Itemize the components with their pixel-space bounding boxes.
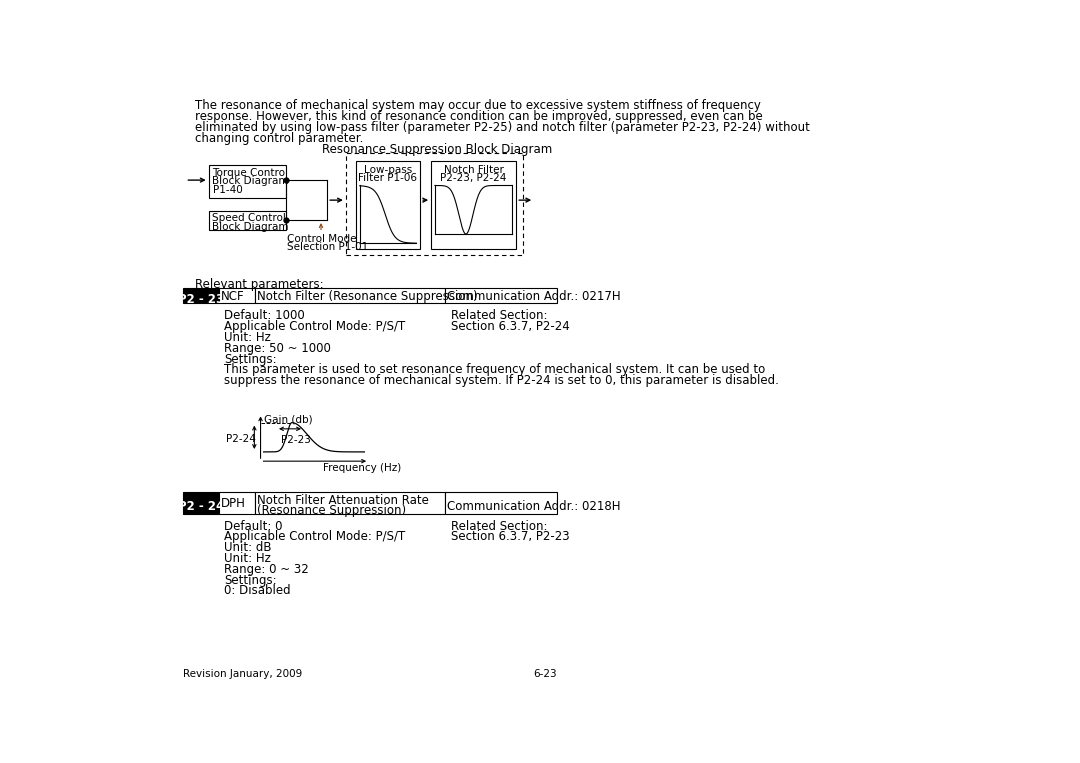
Bar [445, 492, 557, 513]
Text: eliminated by using low-pass filter (parameter P2-25) and notch filter (paramete: eliminated by using low-pass filter (par… [195, 121, 810, 134]
Text: (Resonance Suppression): (Resonance Suppression) [257, 504, 406, 517]
Text: response. However, this kind of resonance condition can be improved, suppressed,: response. However, this kind of resonanc… [195, 110, 764, 123]
Text: 0: Disabled: 0: Disabled [225, 584, 291, 597]
Text: Block Diagram: Block Diagram [213, 176, 289, 186]
Text: Settings:: Settings: [225, 353, 276, 365]
Text: Frequency (Hz): Frequency (Hz) [323, 462, 401, 473]
Bar [208, 211, 286, 230]
Text: Relevant parameters:: Relevant parameters: [195, 278, 324, 291]
Bar [255, 492, 445, 513]
Bar [431, 161, 516, 250]
Text: Range: 0 ~ 32: Range: 0 ~ 32 [225, 563, 309, 576]
Text: Communication Addr.: 0217H: Communication Addr.: 0217H [447, 290, 621, 303]
Text: Section 6.3.7, P2-24: Section 6.3.7, P2-24 [451, 320, 570, 333]
Text: Related Section:: Related Section: [451, 520, 548, 533]
Text: Revision January, 2009: Revision January, 2009 [183, 669, 302, 679]
Text: P2-23: P2-23 [281, 435, 311, 445]
Bar [183, 288, 218, 304]
Text: The resonance of mechanical system may occur due to excessive system stiffness o: The resonance of mechanical system may o… [195, 99, 761, 112]
Bar [208, 165, 286, 198]
Text: Settings:: Settings: [225, 574, 276, 587]
Bar [218, 492, 255, 513]
Bar [183, 492, 218, 513]
Text: Notch Filter Attenuation Rate: Notch Filter Attenuation Rate [257, 494, 430, 507]
Text: Gain (db): Gain (db) [264, 415, 312, 425]
Text: P2-24: P2-24 [226, 434, 256, 444]
Text: Default: 0: Default: 0 [225, 520, 283, 533]
Text: Notch Filter: Notch Filter [444, 165, 503, 175]
Text: P2 - 24: P2 - 24 [178, 500, 224, 513]
Text: Default: 1000: Default: 1000 [225, 310, 305, 323]
Text: Block Diagram: Block Diagram [213, 222, 289, 232]
Text: Resonance Suppression Block Diagram: Resonance Suppression Block Diagram [322, 143, 552, 156]
Text: Unit: dB: Unit: dB [225, 541, 272, 554]
Text: Related Section:: Related Section: [451, 310, 548, 323]
Text: NCF: NCF [221, 290, 245, 303]
Text: suppress the resonance of mechanical system. If P2-24 is set to 0, this paramete: suppress the resonance of mechanical sys… [225, 374, 779, 387]
Text: Applicable Control Mode: P/S/T: Applicable Control Mode: P/S/T [225, 530, 405, 543]
Bar [346, 153, 523, 255]
Text: This parameter is used to set resonance frequency of mechanical system. It can b: This parameter is used to set resonance … [225, 363, 766, 376]
Text: Unit: Hz: Unit: Hz [225, 552, 271, 565]
Text: DPH: DPH [221, 497, 246, 510]
Text: Section 6.3.7, P2-23: Section 6.3.7, P2-23 [451, 530, 570, 543]
Bar [218, 288, 255, 304]
Text: changing control parameter.: changing control parameter. [195, 131, 364, 145]
Bar [255, 288, 445, 304]
Text: 6-23: 6-23 [534, 669, 557, 679]
Text: Notch Filter (Resonance Suppression): Notch Filter (Resonance Suppression) [257, 290, 478, 303]
Text: Low-pass: Low-pass [364, 165, 411, 175]
Text: Speed Control: Speed Control [213, 213, 286, 224]
Text: Range: 50 ~ 1000: Range: 50 ~ 1000 [225, 342, 330, 355]
Text: P2-23, P2-24: P2-23, P2-24 [441, 173, 507, 183]
Text: Communication Addr.: 0218H: Communication Addr.: 0218H [447, 500, 621, 513]
Bar [356, 161, 420, 250]
Text: Control Mode: Control Mode [287, 234, 356, 244]
Text: P2 - 23: P2 - 23 [178, 292, 224, 305]
Text: Filter P1-06: Filter P1-06 [359, 173, 417, 183]
Text: Applicable Control Mode: P/S/T: Applicable Control Mode: P/S/T [225, 320, 405, 333]
Text: Selection P1-01: Selection P1-01 [287, 243, 368, 253]
Text: Torque Control: Torque Control [213, 168, 288, 178]
Text: P1-40: P1-40 [213, 185, 242, 195]
Text: Unit: Hz: Unit: Hz [225, 331, 271, 344]
Bar [445, 288, 557, 304]
